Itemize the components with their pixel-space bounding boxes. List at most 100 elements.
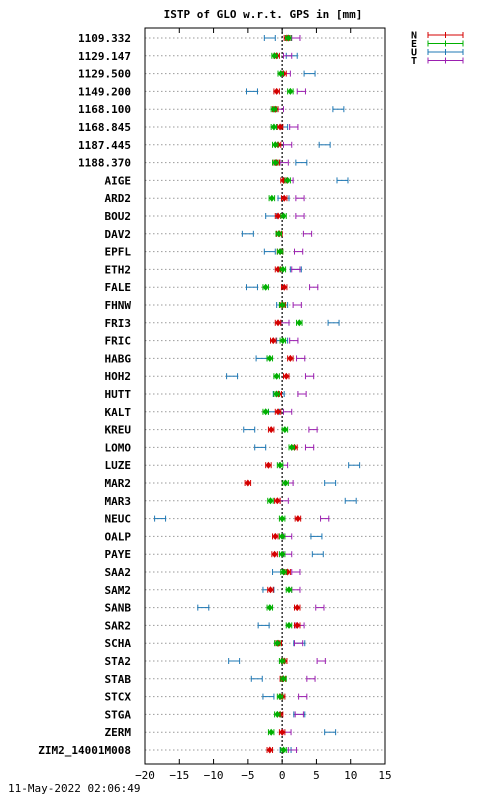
error-bar [283, 52, 293, 59]
error-bar [243, 426, 256, 433]
x-tick-label: 5 [313, 769, 320, 782]
error-bar [295, 159, 308, 166]
x-tick-label: −15 [169, 769, 189, 782]
error-bar [293, 604, 301, 612]
data-point [262, 283, 269, 291]
data-point [272, 159, 279, 167]
category-label: 1109.332 [78, 32, 131, 45]
error-bar [310, 533, 323, 540]
error-bar [303, 70, 316, 77]
category-label: SANB [105, 602, 132, 615]
category-label: PAYE [105, 548, 132, 561]
data-point [279, 657, 286, 665]
error-bar [296, 88, 306, 95]
data-point [281, 283, 288, 291]
error-bar [304, 373, 315, 380]
category-label: FRI3 [105, 317, 132, 330]
data-point [288, 443, 295, 451]
error-bar [263, 35, 276, 41]
error-bar [309, 284, 319, 291]
error-bar [308, 426, 318, 433]
error-bar [287, 87, 294, 95]
error-bar [278, 532, 286, 540]
category-label: STAB [105, 673, 132, 686]
data-point [244, 479, 251, 487]
category-label: BOU2 [105, 210, 132, 223]
error-bar [288, 443, 295, 451]
category-label: LOMO [105, 441, 132, 454]
x-tick-label: −5 [241, 769, 254, 782]
error-bar [293, 640, 304, 647]
category-label: MAR3 [105, 495, 132, 508]
error-bar [295, 195, 305, 202]
category-label: KREU [105, 424, 132, 437]
category-label: HABG [105, 352, 132, 365]
error-bar [265, 461, 272, 469]
category-label: SAA2 [105, 566, 132, 579]
data-point [275, 212, 282, 220]
error-bar [280, 283, 288, 291]
error-bar [255, 355, 268, 362]
legend-item-t: T [411, 56, 464, 67]
error-bar [274, 319, 282, 327]
data-point [272, 141, 279, 149]
data-point [265, 461, 272, 469]
legend-item-e: E [411, 39, 464, 50]
data-point [281, 194, 288, 202]
error-bar [293, 621, 301, 629]
error-bar [274, 639, 281, 647]
data-point [280, 746, 287, 754]
error-bar [273, 390, 280, 398]
error-bar [283, 408, 293, 415]
legend-label: E [411, 39, 417, 50]
error-bar [285, 586, 293, 594]
error-bar [291, 586, 301, 593]
error-bar [272, 141, 279, 149]
error-bar [266, 746, 274, 754]
error-bar [262, 408, 269, 416]
data-point [271, 52, 278, 60]
error-bar [278, 728, 286, 736]
error-bar [285, 621, 293, 629]
error-bar [281, 426, 289, 434]
error-bar [289, 337, 299, 344]
error-bar [278, 301, 286, 309]
error-bar [278, 515, 286, 523]
data-point [280, 212, 287, 220]
category-labels: 1109.332 1129.147 1129.500 1149.200 1168.100… [38, 32, 131, 757]
error-bar [320, 515, 330, 522]
data-point [294, 604, 301, 612]
error-bar [267, 728, 275, 736]
error-bar [271, 550, 278, 558]
error-bar [250, 675, 263, 682]
data-point [266, 746, 273, 754]
error-bar [292, 302, 302, 308]
data-point [277, 693, 284, 701]
error-bar [262, 693, 275, 700]
error-bar [282, 479, 289, 487]
data-point [266, 354, 273, 362]
legend-label: T [411, 56, 417, 67]
error-bar [277, 70, 285, 78]
category-label: AIGE [105, 174, 132, 187]
error-bar [284, 176, 291, 184]
error-bar [291, 35, 301, 41]
category-label: FALE [105, 281, 132, 294]
error-bar [291, 569, 301, 575]
error-bar [315, 604, 325, 611]
error-bar [348, 462, 361, 469]
data-point [268, 426, 275, 434]
data-point [282, 479, 289, 487]
error-bar [280, 194, 288, 202]
error-bar [297, 391, 307, 397]
category-label: 1188.370 [78, 157, 131, 170]
data-point [273, 372, 280, 380]
error-bar [276, 461, 284, 469]
error-bar [276, 693, 284, 701]
error-bar [287, 354, 294, 362]
error-bar [280, 212, 287, 220]
error-bar [274, 497, 281, 505]
category-label: ETH2 [105, 263, 132, 276]
x-axis: −20 −15 −10 −5 0 5 10 15 [135, 28, 392, 782]
